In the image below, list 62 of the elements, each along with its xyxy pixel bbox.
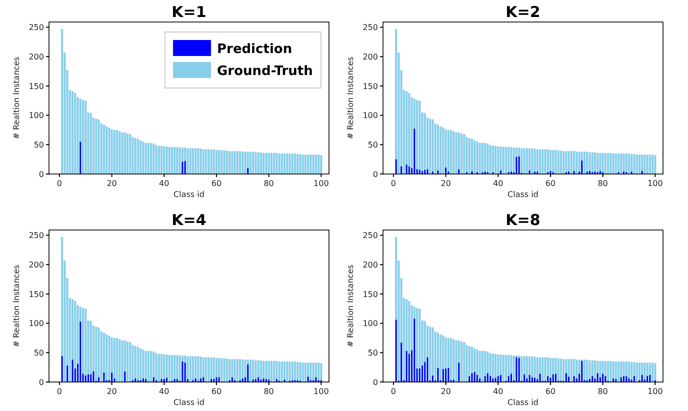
y-axis-title: # Realtion Instances	[12, 264, 21, 348]
x-tick-label: 80	[598, 387, 608, 396]
y-tick-label: 50	[34, 348, 44, 358]
x-tick-label: 20	[440, 387, 451, 396]
y-tick-label: 0	[38, 378, 44, 387]
chart-title: K=2	[506, 3, 540, 21]
x-tick-label: 0	[56, 179, 62, 188]
y-tick-label: 100	[28, 319, 44, 328]
y-tick-label: 50	[368, 140, 378, 150]
x-axis-title: Class id	[508, 190, 538, 199]
y-tick-label: 250	[362, 231, 378, 240]
y-axis-title: # Realtion Instances	[12, 56, 21, 140]
x-tick-label: 100	[314, 387, 329, 396]
x-tick-label: 0	[390, 179, 396, 188]
y-tick-label: 200	[28, 52, 44, 62]
y-tick-label: 200	[362, 260, 378, 270]
legend-label: Prediction	[217, 42, 292, 57]
y-tick-label: 150	[362, 82, 378, 91]
y-axis-title: # Realtion Instances	[346, 264, 355, 348]
x-tick-label: 40	[493, 179, 504, 188]
x-tick-label: 80	[264, 387, 274, 396]
chart-title: K=4	[172, 211, 206, 229]
y-tick-label: 150	[28, 290, 44, 299]
x-axis-title: Class id	[174, 398, 204, 407]
y-tick-label: 250	[28, 231, 44, 240]
y-tick-label: 50	[34, 140, 44, 150]
y-tick-label: 100	[28, 111, 44, 120]
x-tick-label: 20	[440, 179, 451, 188]
y-tick-label: 200	[362, 52, 378, 62]
x-tick-label: 0	[390, 387, 396, 396]
x-tick-label: 60	[211, 179, 222, 188]
y-tick-label: 250	[362, 23, 378, 32]
chart-title: K=8	[506, 211, 540, 229]
y-tick-label: 50	[368, 348, 378, 358]
x-tick-label: 80	[598, 179, 608, 188]
x-tick-label: 20	[106, 387, 117, 396]
chart-title: K=1	[172, 3, 206, 21]
x-tick-label: 100	[648, 179, 663, 188]
x-tick-label: 60	[545, 387, 556, 396]
x-tick-label: 60	[211, 387, 222, 396]
x-tick-label: 40	[159, 387, 170, 396]
x-axis-title: Class id	[508, 398, 538, 407]
y-tick-label: 0	[38, 170, 44, 179]
y-tick-label: 250	[28, 23, 44, 32]
y-tick-label: 0	[372, 378, 378, 387]
x-tick-label: 40	[493, 387, 504, 396]
x-tick-label: 20	[106, 179, 117, 188]
y-tick-label: 100	[362, 319, 378, 328]
x-tick-label: 100	[314, 179, 329, 188]
x-tick-label: 100	[648, 387, 663, 396]
y-tick-label: 150	[28, 82, 44, 91]
y-tick-label: 0	[372, 170, 378, 179]
y-axis-title: # Realtion Instances	[346, 56, 355, 140]
y-tick-label: 150	[362, 290, 378, 299]
x-tick-label: 80	[264, 179, 274, 188]
y-tick-label: 200	[28, 260, 44, 270]
x-axis-title: Class id	[174, 190, 204, 199]
x-tick-label: 0	[56, 387, 62, 396]
legend-label: Ground-Truth	[217, 64, 313, 79]
x-tick-label: 40	[159, 179, 170, 188]
x-tick-label: 60	[545, 179, 556, 188]
y-tick-label: 100	[362, 111, 378, 120]
